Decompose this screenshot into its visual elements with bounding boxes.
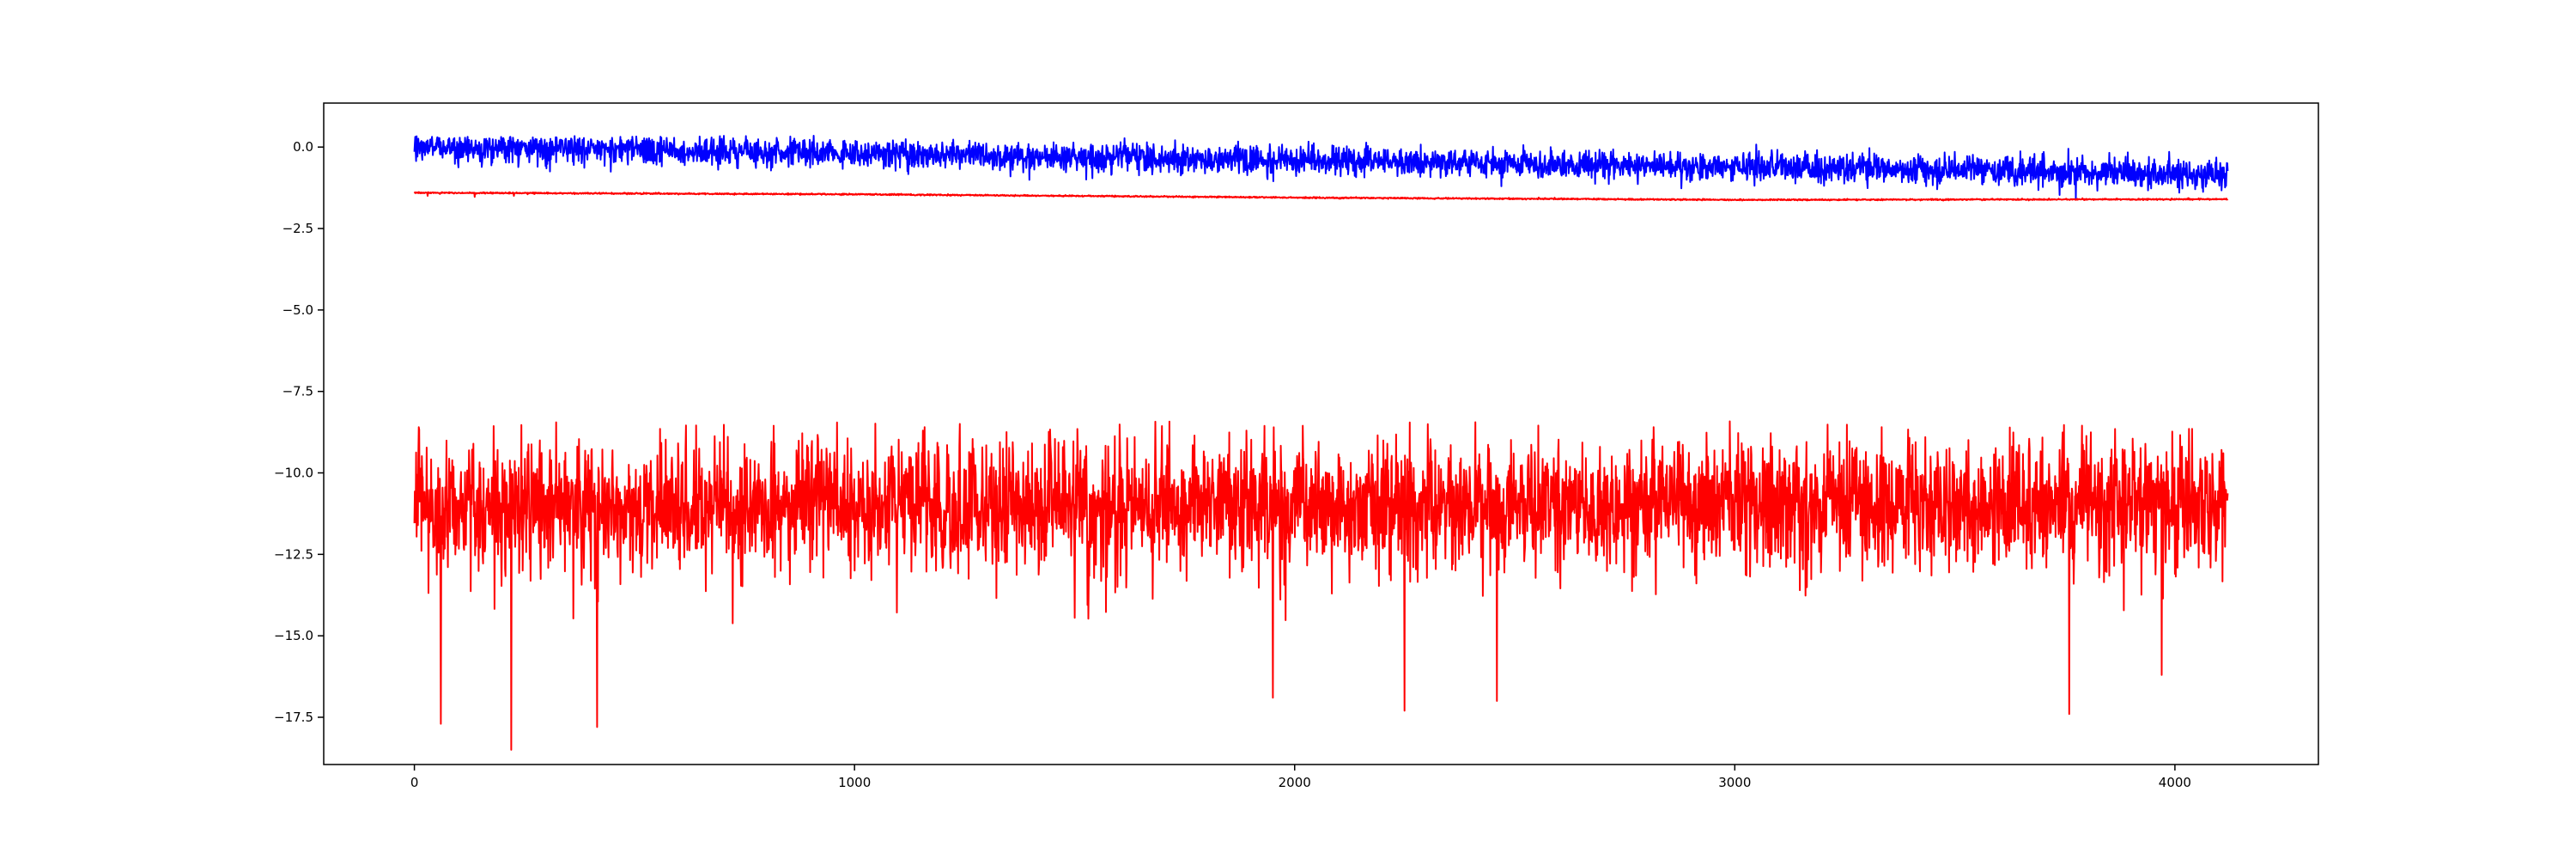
x-tick-label: 0 (410, 775, 419, 790)
x-tick-label: 4000 (2159, 775, 2191, 790)
y-tick-label: −7.5 (283, 384, 313, 399)
series-line-3 (413, 420, 2229, 751)
y-tick-label: −2.5 (283, 221, 313, 236)
series-line-2 (413, 191, 2229, 202)
x-tick-label: 2000 (1279, 775, 1311, 790)
series-layer (413, 135, 2229, 751)
x-tick-label: 1000 (838, 775, 871, 790)
x-axis: 0 1000 2000 3000 4000 (410, 765, 2191, 790)
y-tick-label: −12.5 (274, 546, 313, 562)
x-tick-label: 3000 (1718, 775, 1751, 790)
plot-area-frame (323, 102, 2319, 765)
y-tick-label: 0.0 (293, 139, 313, 155)
y-tick-label: −10.0 (274, 466, 313, 481)
series-line-1 (413, 135, 2229, 200)
y-axis: 0.0 −2.5 −5.0 −7.5 −10.0 −12.5 −15.0 −17.5 (274, 139, 324, 725)
y-tick-label: −15.0 (274, 628, 313, 643)
y-tick-label: −17.5 (274, 710, 313, 725)
y-tick-label: −5.0 (283, 302, 313, 318)
